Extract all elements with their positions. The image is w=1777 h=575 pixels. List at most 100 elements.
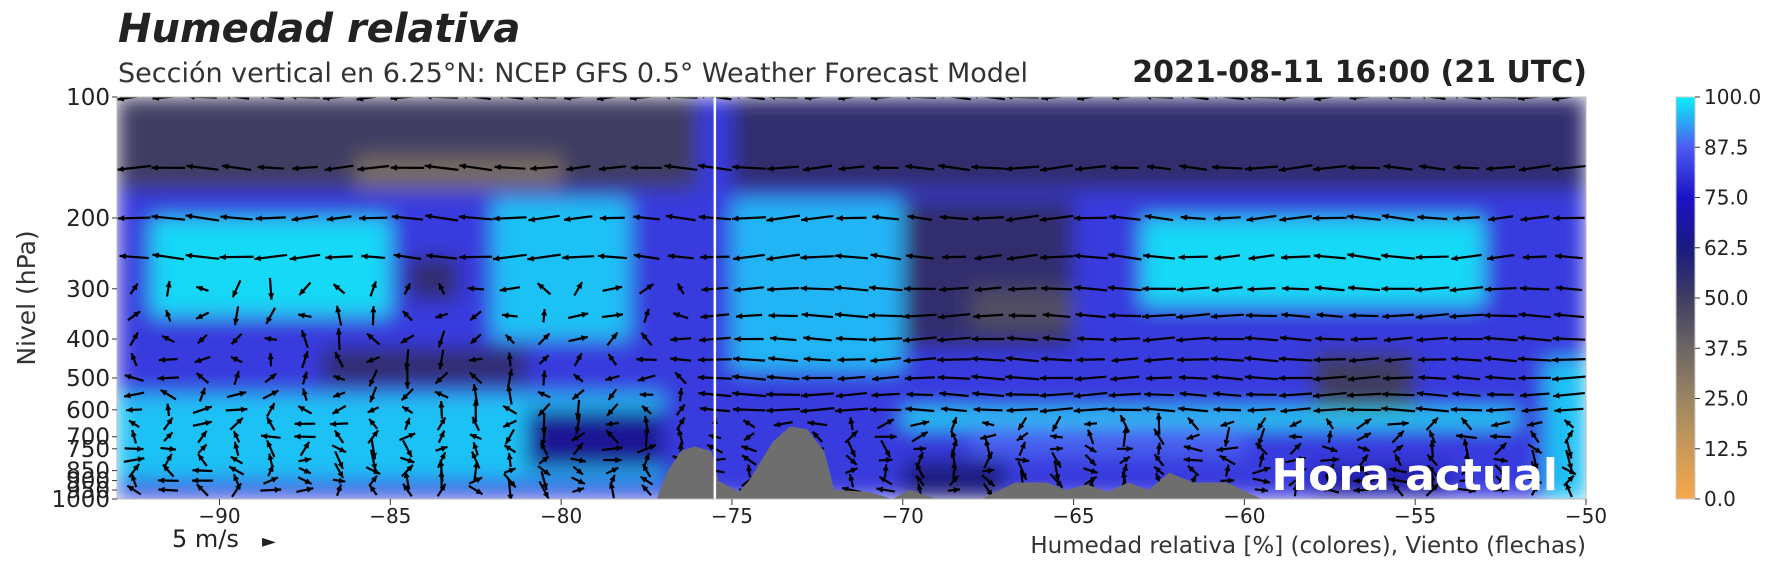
- wind-arrowhead: [890, 433, 897, 440]
- terrain-profile: [656, 426, 1262, 499]
- wind-arrowhead: [1005, 391, 1012, 398]
- wind-arrowhead: [166, 417, 173, 425]
- wind-arrowhead: [903, 313, 910, 320]
- wind-arrowhead: [1498, 478, 1506, 485]
- x-tick-label: −70: [882, 504, 924, 528]
- wind-arrowhead: [1245, 312, 1253, 319]
- wind-arrowhead: [1052, 424, 1059, 432]
- wind-arrowhead: [1393, 484, 1400, 491]
- wind-arrowhead: [1216, 446, 1224, 453]
- wind-arrowhead: [1077, 335, 1084, 342]
- wind-arrowhead: [369, 379, 375, 387]
- wind-arrowhead: [1551, 356, 1559, 363]
- wind-arrowhead: [1176, 313, 1183, 320]
- wind-arrowhead: [1402, 420, 1409, 427]
- wind-arrowhead: [1298, 456, 1306, 463]
- wind-arrowhead: [850, 467, 858, 474]
- humidity-region: [151, 218, 391, 316]
- wind-arrowhead: [1257, 438, 1264, 446]
- wind-arrowhead: [1532, 463, 1539, 471]
- wind-arrowhead: [1278, 166, 1286, 173]
- wind-arrowhead: [629, 97, 637, 101]
- wind-arrowhead: [1554, 407, 1561, 414]
- wind-arrowhead: [836, 392, 843, 399]
- wind-arrowhead: [1110, 164, 1118, 171]
- wind-arrowhead: [1518, 311, 1526, 318]
- wind-arrowhead: [1347, 164, 1355, 171]
- wind-arrowhead: [137, 445, 144, 452]
- wind-arrowhead: [1005, 216, 1013, 223]
- wind-arrowhead: [939, 390, 946, 397]
- wind-arrowhead: [872, 375, 879, 382]
- wind-arrowhead: [371, 430, 379, 438]
- wind-arrowhead: [274, 486, 282, 493]
- x-tick-label: −60: [1223, 504, 1265, 528]
- wind-arrowhead: [301, 330, 307, 338]
- wind-arrowhead: [467, 285, 475, 292]
- wind-arrowhead: [803, 356, 811, 363]
- wind-arrowhead: [1183, 456, 1191, 463]
- wind-arrowhead: [267, 453, 274, 461]
- wind-arrowhead: [1257, 422, 1264, 430]
- wind-arrowhead: [767, 165, 774, 172]
- wind-arrow: [740, 97, 765, 101]
- wind-arrowhead: [470, 313, 478, 321]
- wind-arrowhead: [670, 336, 677, 343]
- wind-arrowhead: [984, 438, 991, 446]
- wind-arrowhead: [1468, 487, 1476, 494]
- wind-arrowhead: [267, 417, 273, 425]
- wind-arrowhead: [1279, 335, 1287, 342]
- wind-arrowhead: [982, 420, 990, 427]
- wind-arrowhead: [1146, 97, 1152, 100]
- wind-arrowhead: [605, 375, 613, 382]
- wind-arrowhead: [1517, 97, 1525, 102]
- wind-arrowhead: [667, 253, 675, 260]
- wind-arrowhead: [196, 484, 204, 491]
- x-tick-label: −75: [711, 504, 753, 528]
- wind-arrowhead: [1212, 286, 1219, 293]
- wind-arrowhead: [499, 286, 507, 293]
- wind-arrowhead: [186, 163, 194, 170]
- wind-arrowhead: [609, 474, 616, 482]
- wind-arrowhead: [232, 290, 239, 298]
- wind-arrowhead: [869, 336, 876, 343]
- humidity-region: [1545, 359, 1586, 499]
- wind-arrowhead: [767, 286, 774, 293]
- wind-arrowhead: [1039, 407, 1047, 414]
- wind-arrowhead: [440, 445, 448, 452]
- wind-arrowhead: [198, 454, 205, 461]
- wind-arrowhead: [538, 409, 545, 417]
- wind-arrowhead: [1056, 445, 1063, 452]
- wind-arrowhead: [1487, 391, 1494, 398]
- wind-arrowhead: [475, 477, 483, 484]
- wind-arrowhead: [1532, 473, 1539, 480]
- wind-arrowhead: [1007, 335, 1014, 342]
- wind-arrowhead: [1552, 97, 1559, 102]
- wind-arrowhead: [950, 449, 957, 456]
- wind-arrowhead: [641, 332, 648, 340]
- wind-arrowhead: [458, 214, 466, 221]
- wind-arrowhead: [1258, 453, 1265, 460]
- humidity-region: [492, 199, 630, 340]
- wind-arrowhead: [165, 403, 172, 411]
- wind-arrowhead: [868, 312, 876, 319]
- wind-arrowhead: [1022, 457, 1030, 464]
- wind-arrowhead: [1488, 215, 1495, 222]
- wind-arrowhead: [678, 404, 685, 412]
- wind-arrowhead: [766, 374, 774, 381]
- wind-arrowhead: [292, 165, 299, 172]
- wind-arrowhead: [834, 284, 842, 291]
- wind-arrowhead: [1214, 254, 1222, 261]
- wind-arrowhead: [1039, 375, 1047, 382]
- wind-arrowhead: [1110, 375, 1117, 382]
- wind-arrowhead: [871, 392, 879, 399]
- wind-arrowhead: [642, 464, 649, 472]
- wind-arrowhead: [402, 406, 410, 413]
- wind-arrowhead: [697, 374, 705, 381]
- wind-arrowhead: [639, 391, 647, 398]
- wind-arrowhead: [1461, 417, 1468, 425]
- wind-arrow: [1218, 97, 1244, 101]
- wind-arrowhead: [369, 485, 376, 493]
- wind-arrowhead: [199, 387, 206, 395]
- wind-arrowhead: [1462, 438, 1469, 446]
